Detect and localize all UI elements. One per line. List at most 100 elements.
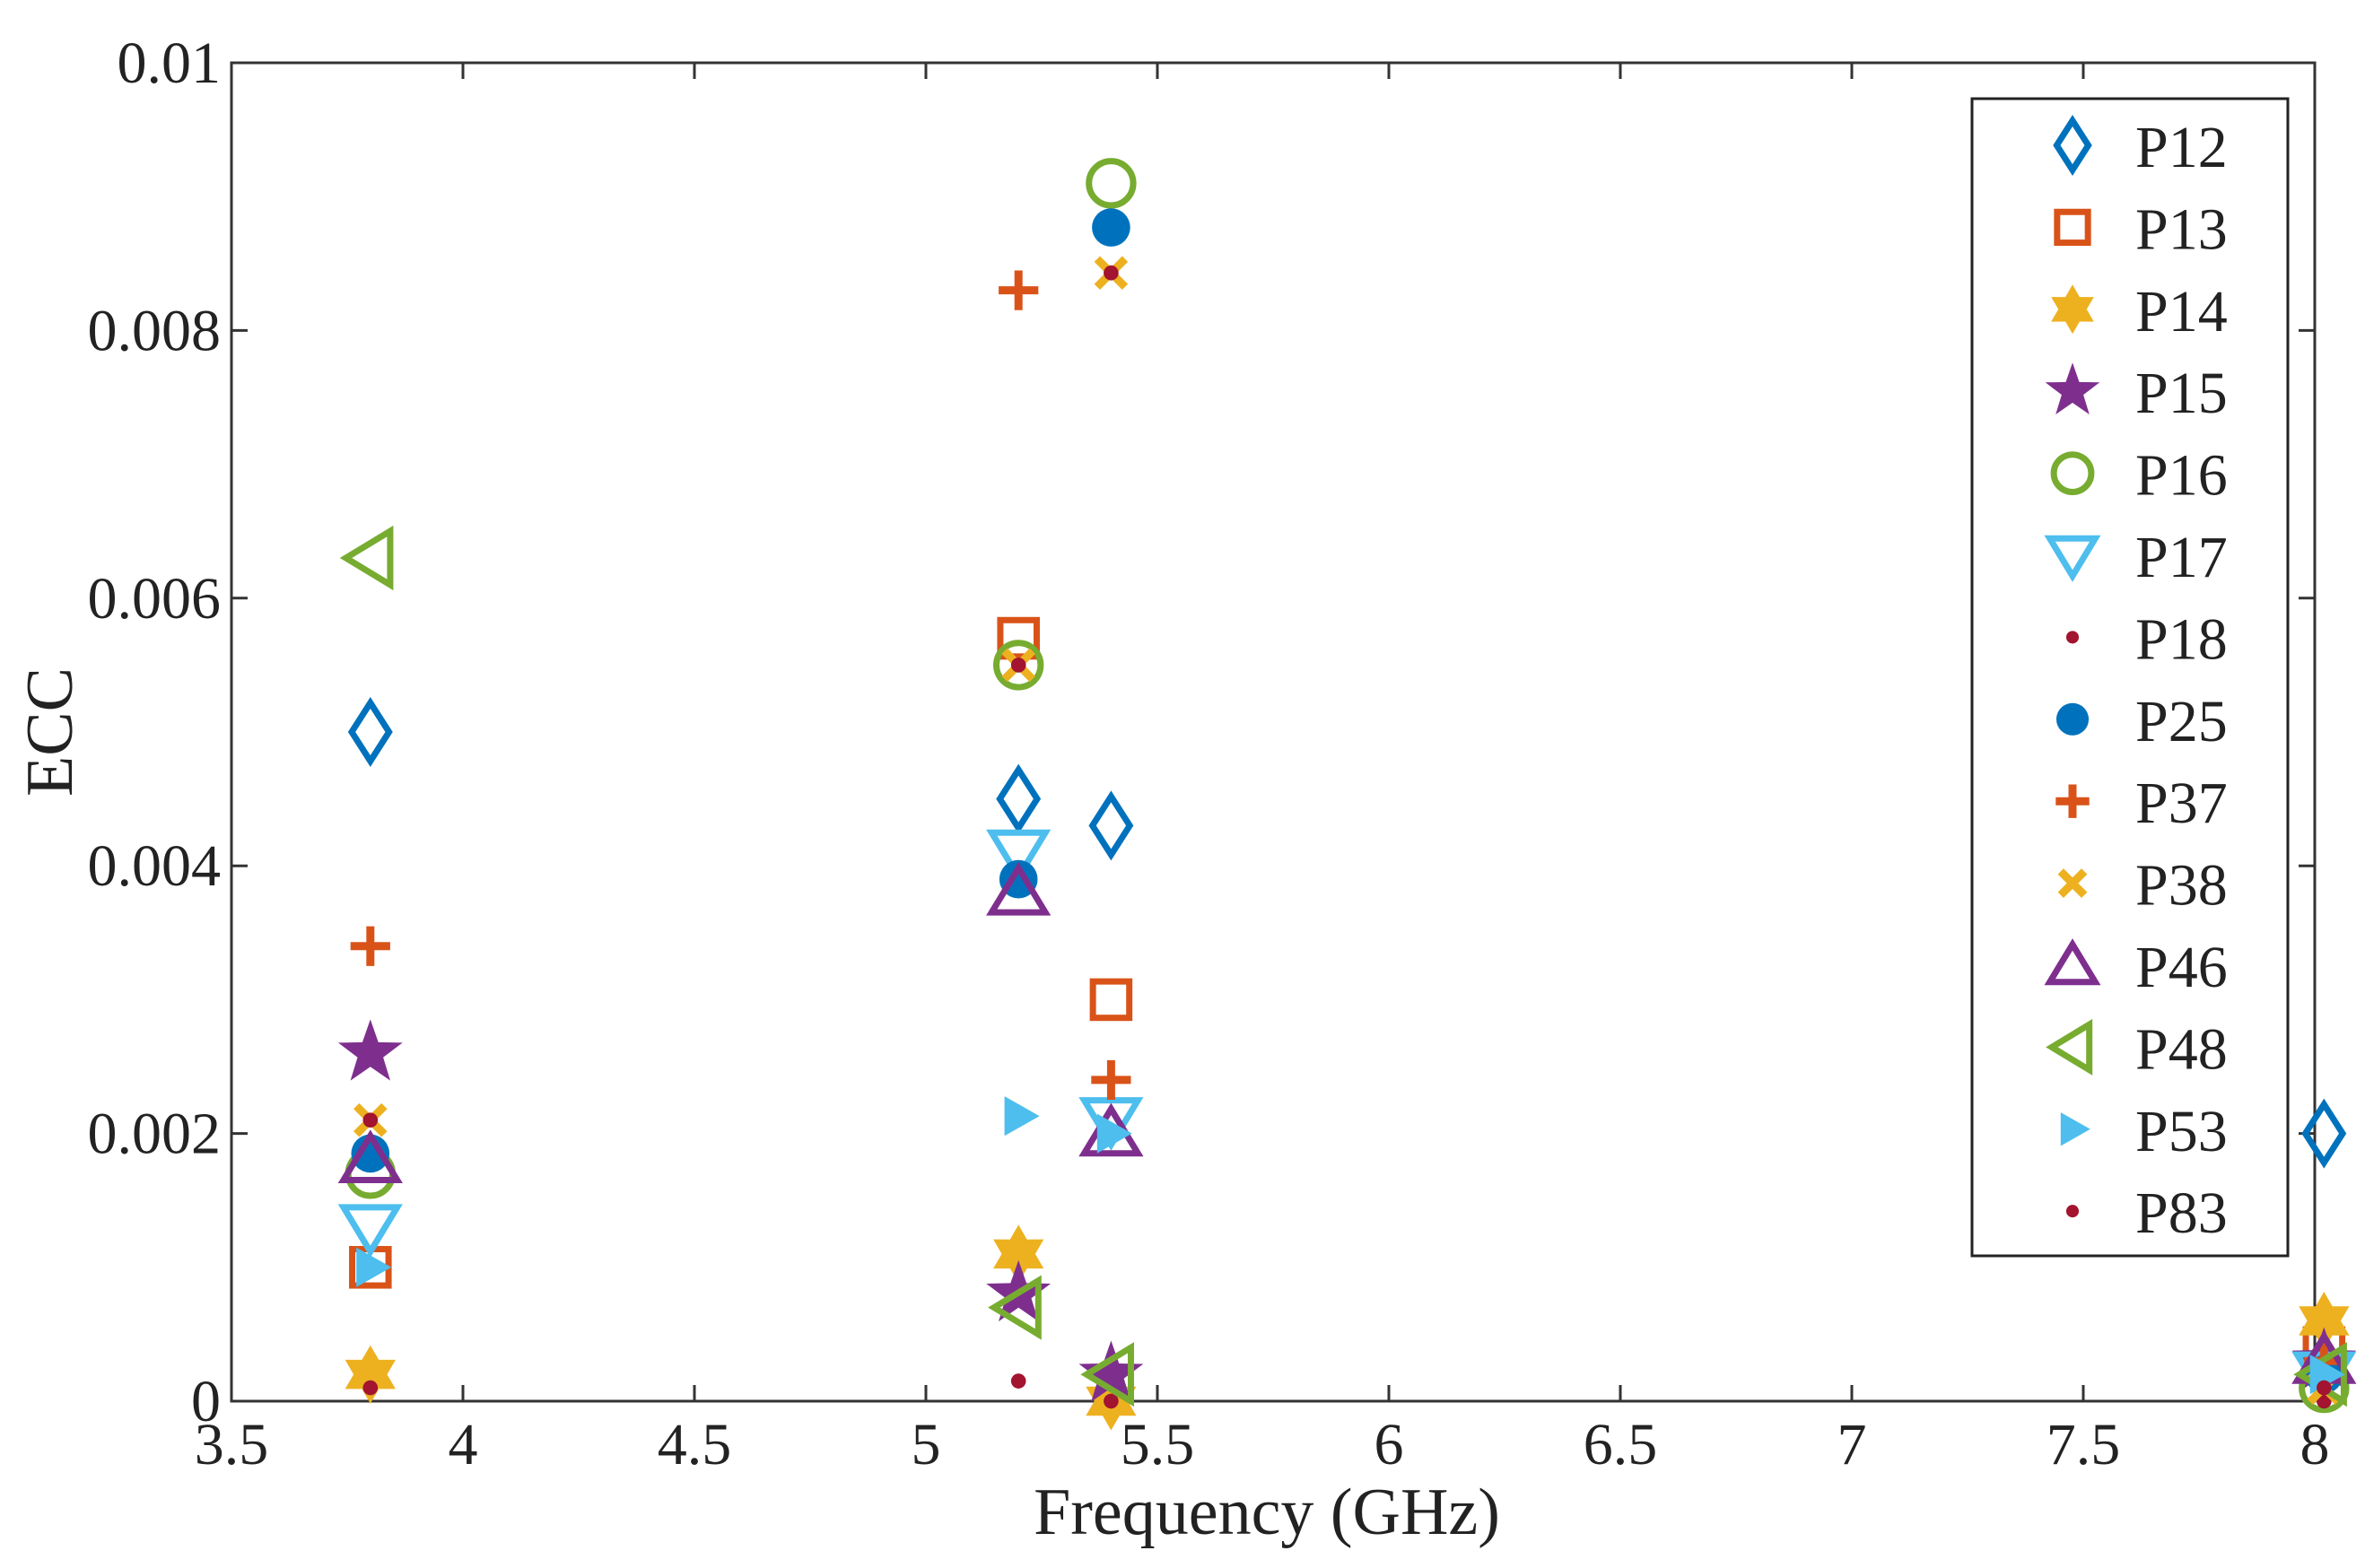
legend-marker-p53 <box>2060 1112 2090 1146</box>
data-point-p83 <box>362 1112 379 1128</box>
x-axis-title: Frequency (GHz) <box>1034 1476 1500 1549</box>
x-tick-label: 4.5 <box>658 1412 732 1477</box>
legend-label: P25 <box>2135 689 2228 754</box>
legend-entry-p46: P46 <box>2044 935 2228 1000</box>
data-point-p18 <box>362 1380 379 1396</box>
legend-entry-p14: P14 <box>2051 279 2228 344</box>
data-point-p16 <box>1086 158 1137 209</box>
legend-marker-p83 <box>2065 1205 2080 1218</box>
legend-label: P15 <box>2135 361 2228 426</box>
legend-entry-p37: P37 <box>2055 771 2228 836</box>
legend-marker-p25 <box>2055 702 2090 736</box>
data-point-p18 <box>1104 1393 1119 1409</box>
data-point-p18 <box>2317 1393 2332 1409</box>
legend-label: P18 <box>2135 606 2228 672</box>
legend-entry-p17: P17 <box>2044 525 2228 590</box>
data-point-p53 <box>356 1247 392 1287</box>
y-tick-label: 0.002 <box>88 1102 222 1167</box>
y-tick-label: 0.008 <box>88 298 222 363</box>
legend-marker-p12 <box>2053 115 2092 176</box>
data-point-p48 <box>1080 1342 1134 1407</box>
data-point-p18 <box>1010 1373 1026 1389</box>
legend-marker-p38 <box>2057 868 2088 898</box>
data-point-p53 <box>1096 1113 1132 1154</box>
data-point-p37 <box>350 926 390 966</box>
data-point-p37 <box>1091 1059 1131 1101</box>
x-tick-label: 5 <box>912 1412 941 1477</box>
legend-marker-p18 <box>2065 631 2080 644</box>
legend-entry-p48: P48 <box>2046 1016 2228 1082</box>
data-point-p12 <box>996 763 1042 834</box>
data-point-p37 <box>999 270 1039 310</box>
data-point-p46 <box>337 1129 403 1183</box>
legend-label: P83 <box>2135 1180 2228 1246</box>
y-axis-title: ECC <box>13 667 87 797</box>
legend-marker-p48 <box>2046 1018 2093 1076</box>
x-tick-label: 4 <box>449 1412 478 1477</box>
x-tick-label: 7.5 <box>2046 1412 2121 1477</box>
data-point-p15 <box>337 1019 403 1081</box>
data-point-p83 <box>1010 658 1026 673</box>
data-point-p12 <box>2301 1098 2347 1169</box>
y-tick-label: 0.004 <box>88 833 222 899</box>
x-tick-label: 6.5 <box>1584 1412 1658 1477</box>
legend-marker-p16 <box>2050 451 2095 495</box>
data-point-p46 <box>986 861 1052 916</box>
legend-marker-p14 <box>2051 284 2094 335</box>
legend-entry-p25: P25 <box>2055 689 2228 754</box>
data-point-p13 <box>1089 978 1133 1022</box>
x-tick-label: 5.5 <box>1121 1412 1195 1477</box>
data-markers <box>337 158 2357 1431</box>
x-tick-label: 6 <box>1374 1412 1404 1477</box>
axis-ticks: 3.5 4 4.5 5 5.5 6 6.5 7 7.5 8 0 0.002 0.004 0.006 0.00… <box>88 30 2330 1477</box>
data-point-p12 <box>1088 790 1134 861</box>
data-point-p14 <box>993 1224 1044 1284</box>
legend-entry-p38: P38 <box>2057 853 2228 919</box>
legend-label: P38 <box>2135 853 2228 919</box>
x-tick-label: 3.5 <box>195 1412 269 1477</box>
legend-marker-p15 <box>2045 362 2100 414</box>
data-point-p14 <box>2299 1292 2350 1350</box>
legend-label: P13 <box>2135 196 2228 262</box>
data-point-p17 <box>986 829 1052 884</box>
y-tick-label: 0.006 <box>88 566 222 632</box>
legend-box <box>1970 97 2290 1258</box>
plot-frame <box>230 61 2317 1403</box>
legend-label: P12 <box>2135 115 2228 180</box>
x-tick-label: 7 <box>1837 1412 1867 1477</box>
legend-marker-p17 <box>2044 535 2101 582</box>
data-point-p15 <box>1078 1340 1144 1402</box>
data-point-p48 <box>988 1275 1042 1340</box>
data-point-p53 <box>1004 1096 1040 1137</box>
legend: P12 P13 P14 P15 P16 P17 P18 P25 P37 P38 P46 P48 P53 P… <box>1970 97 2290 1258</box>
legend-label: P14 <box>2135 279 2228 344</box>
y-tick-label: 0.01 <box>118 30 222 96</box>
data-point-p83 <box>2317 1380 2332 1396</box>
legend-label: P37 <box>2135 771 2228 836</box>
data-point-p48 <box>339 525 394 591</box>
legend-label: P48 <box>2135 1016 2228 1082</box>
data-point-p16 <box>993 640 1044 691</box>
legend-entry-p83: P83 <box>2065 1180 2228 1246</box>
data-point-p25 <box>1092 208 1130 247</box>
legend-label: P16 <box>2135 443 2228 509</box>
legend-entry-p16: P16 <box>2050 443 2228 509</box>
legend-marker-p46 <box>2044 938 2101 986</box>
data-point-p25 <box>351 1134 390 1173</box>
legend-entry-p53: P53 <box>2060 1099 2228 1164</box>
data-point-p13 <box>997 616 1040 660</box>
legend-marker-p37 <box>2055 784 2090 818</box>
legend-entry-p18: P18 <box>2065 606 2228 672</box>
data-point-p83 <box>1104 265 1119 281</box>
legend-label: P46 <box>2135 935 2228 1000</box>
data-point-p12 <box>347 697 393 767</box>
y-tick-label: 0 <box>191 1369 221 1434</box>
legend-marker-p13 <box>2054 208 2091 247</box>
legend-label: P53 <box>2135 1099 2228 1164</box>
data-point-p14 <box>345 1345 396 1404</box>
x-tick-label: 8 <box>2300 1412 2330 1477</box>
legend-entry-p12: P12 <box>2053 115 2228 180</box>
data-point-p17 <box>337 1204 403 1259</box>
legend-label: P17 <box>2135 525 2228 590</box>
